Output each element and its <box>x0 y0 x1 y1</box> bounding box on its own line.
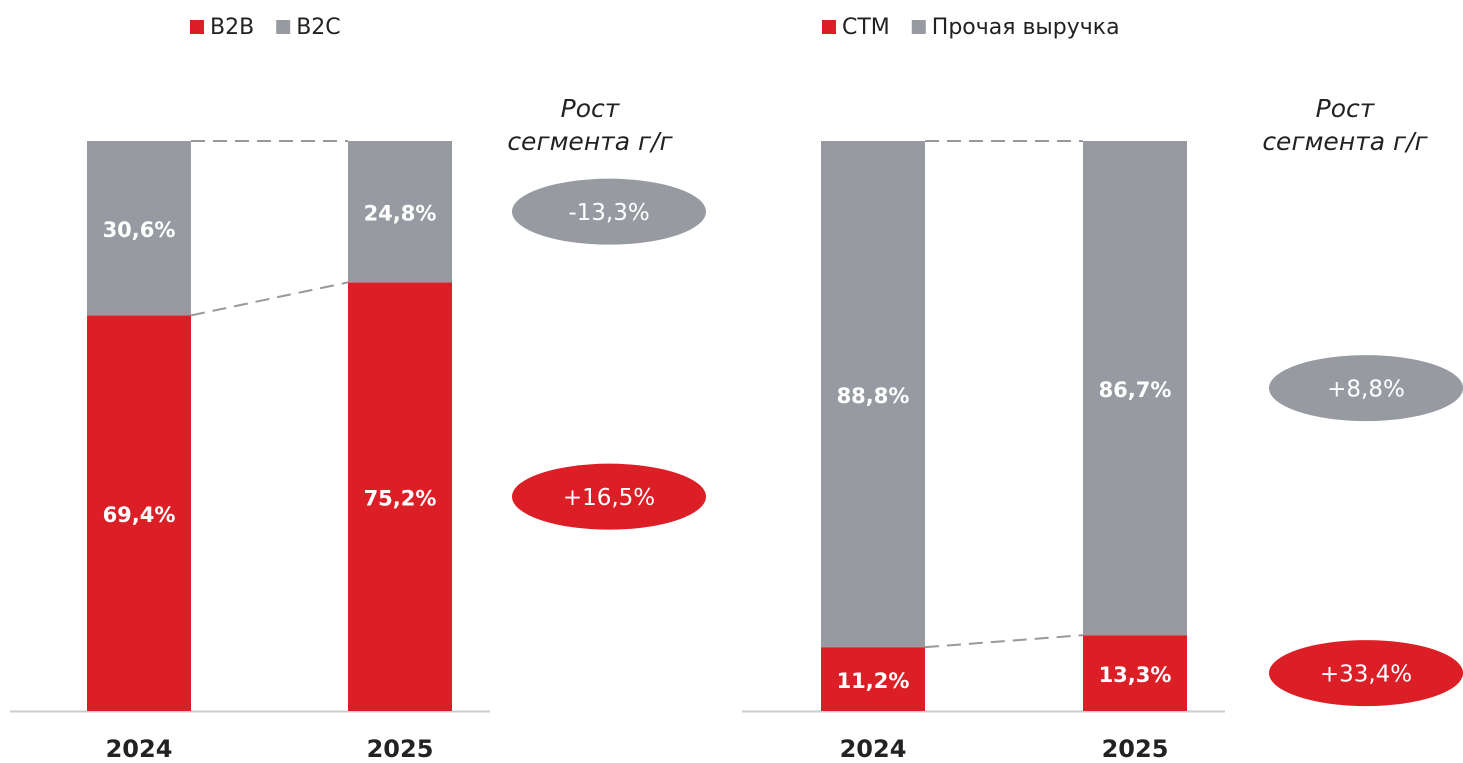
connector <box>190 281 349 317</box>
connector <box>924 634 1084 649</box>
growth-badge <box>1269 640 1463 707</box>
value-label: 30,6% <box>103 218 176 242</box>
x-tick-label: 2025 <box>367 735 434 763</box>
bar-segment <box>87 315 191 711</box>
value-label: 75,2% <box>364 487 437 511</box>
growth-label: -13,3% <box>568 200 649 226</box>
value-label: 13,3% <box>1099 663 1172 687</box>
growth-badge <box>1269 355 1463 422</box>
bar-segment <box>821 141 925 648</box>
legend-swatch <box>822 20 836 34</box>
value-label: 11,2% <box>837 669 910 693</box>
legend-label: СТМ <box>842 15 890 40</box>
growth-label: +16,5% <box>563 485 655 511</box>
value-label: 24,8% <box>364 202 437 226</box>
annotation: сегмента г/г <box>1262 127 1428 156</box>
annotation: Рост <box>1316 94 1376 123</box>
value-label: 86,7% <box>1099 378 1172 402</box>
growth-label: +33,4% <box>1320 662 1412 688</box>
legend-swatch <box>911 20 926 34</box>
bar-segment <box>87 141 191 316</box>
value-label: 88,8% <box>837 384 910 408</box>
growth-label: +8,8% <box>1327 377 1405 403</box>
value-label: 69,4% <box>103 503 176 527</box>
bar-segment <box>348 282 452 711</box>
legend-label: Прочая выручка <box>932 15 1120 40</box>
growth-badge <box>512 463 706 530</box>
legend-label: B2C <box>296 15 340 40</box>
annotation: сегмента г/г <box>507 127 673 156</box>
x-tick-label: 2024 <box>106 735 173 763</box>
legend-label: B2B <box>210 15 254 40</box>
legend-swatch <box>190 20 204 34</box>
bar-segment <box>1083 141 1187 636</box>
bar-segment <box>348 141 452 283</box>
bar-segment <box>821 647 925 711</box>
legend-swatch <box>276 20 291 34</box>
annotation: Рост <box>561 94 621 123</box>
bar-segment <box>1083 635 1187 711</box>
growth-badge <box>512 178 706 245</box>
x-tick-label: 2024 <box>840 735 907 763</box>
x-tick-label: 2025 <box>1102 735 1169 763</box>
